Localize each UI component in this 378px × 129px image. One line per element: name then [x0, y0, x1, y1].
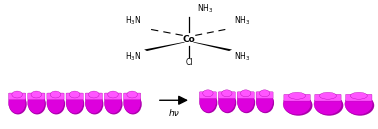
FancyBboxPatch shape [124, 93, 141, 100]
Text: H$_3$N: H$_3$N [125, 15, 142, 27]
Ellipse shape [240, 90, 251, 97]
Ellipse shape [219, 93, 236, 113]
Text: hν: hν [169, 109, 179, 118]
FancyBboxPatch shape [9, 93, 26, 100]
FancyBboxPatch shape [345, 94, 372, 101]
Ellipse shape [259, 90, 270, 97]
Ellipse shape [127, 91, 138, 98]
Ellipse shape [124, 92, 141, 114]
Ellipse shape [28, 94, 46, 114]
Text: NH$_3$: NH$_3$ [234, 15, 251, 27]
Text: Cl: Cl [185, 58, 193, 67]
FancyBboxPatch shape [66, 93, 83, 100]
Text: Co: Co [183, 35, 195, 44]
Ellipse shape [12, 91, 22, 98]
FancyBboxPatch shape [218, 92, 235, 99]
Ellipse shape [203, 90, 213, 97]
Ellipse shape [47, 94, 65, 114]
Ellipse shape [315, 95, 343, 116]
Ellipse shape [70, 91, 80, 98]
FancyBboxPatch shape [237, 92, 254, 99]
Ellipse shape [346, 95, 374, 116]
Ellipse shape [47, 92, 64, 114]
FancyBboxPatch shape [85, 93, 102, 100]
FancyBboxPatch shape [28, 93, 45, 100]
FancyBboxPatch shape [256, 92, 273, 99]
Ellipse shape [284, 95, 313, 116]
Ellipse shape [31, 91, 42, 98]
Polygon shape [144, 42, 185, 51]
Ellipse shape [85, 92, 102, 114]
FancyBboxPatch shape [200, 92, 217, 99]
Ellipse shape [283, 93, 311, 115]
Ellipse shape [200, 91, 216, 112]
FancyBboxPatch shape [47, 93, 64, 100]
Ellipse shape [200, 93, 217, 113]
FancyBboxPatch shape [315, 94, 341, 101]
Ellipse shape [256, 91, 273, 112]
Ellipse shape [237, 91, 254, 112]
Ellipse shape [345, 93, 373, 115]
Text: NH$_3$: NH$_3$ [234, 51, 251, 63]
Ellipse shape [124, 94, 142, 114]
Ellipse shape [218, 91, 235, 112]
Ellipse shape [66, 92, 83, 114]
Ellipse shape [350, 92, 367, 99]
Text: H$_3$N: H$_3$N [125, 51, 142, 63]
Ellipse shape [28, 92, 45, 114]
FancyBboxPatch shape [284, 94, 310, 101]
Text: NH$_3$: NH$_3$ [197, 2, 213, 15]
Ellipse shape [88, 91, 99, 98]
Ellipse shape [104, 92, 122, 114]
Ellipse shape [50, 91, 61, 98]
Ellipse shape [238, 93, 255, 113]
Polygon shape [193, 42, 232, 51]
Ellipse shape [288, 92, 305, 99]
Ellipse shape [257, 93, 274, 113]
Ellipse shape [9, 94, 27, 114]
Ellipse shape [9, 92, 26, 114]
Ellipse shape [105, 94, 122, 114]
FancyBboxPatch shape [104, 93, 122, 100]
Ellipse shape [319, 92, 336, 99]
Ellipse shape [222, 90, 232, 97]
Ellipse shape [86, 94, 104, 114]
Ellipse shape [67, 94, 84, 114]
Ellipse shape [314, 93, 342, 115]
Ellipse shape [108, 91, 118, 98]
